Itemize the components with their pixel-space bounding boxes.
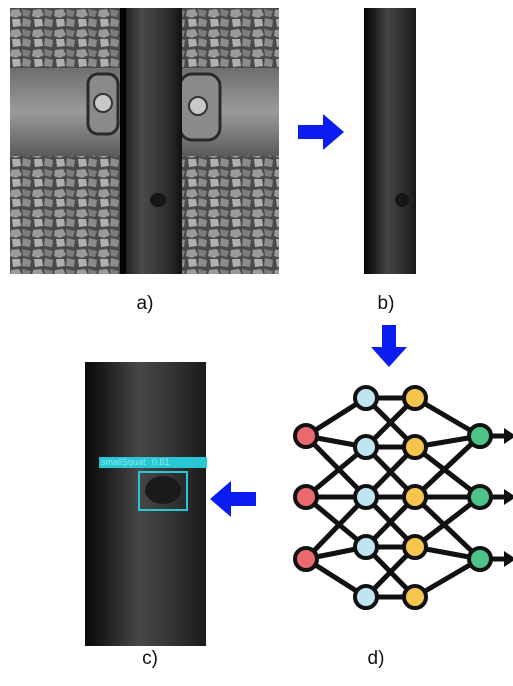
rail-track-image (10, 8, 279, 274)
arrow-down-icon (371, 325, 407, 367)
panel-a-rail-photo (10, 8, 279, 274)
caption-d: d) (367, 648, 385, 669)
detection-rail-image (85, 362, 206, 646)
caption-b: b) (377, 293, 395, 314)
caption-c: c) (142, 648, 158, 669)
panel-b-cropped-rail (364, 8, 416, 274)
detection-label: smallSquat 0.81 (99, 457, 207, 468)
cropped-rail-image (364, 8, 416, 274)
panel-c-detection-result: smallSquat 0.81 (85, 362, 207, 646)
caption-a: a) (136, 293, 154, 314)
detection-class: smallSquat (101, 457, 146, 467)
neural-network-icon (293, 385, 513, 610)
detection-box (138, 471, 188, 511)
arrow-right-icon (298, 114, 344, 150)
arrow-left-icon (210, 481, 256, 517)
detection-score: 0.81 (152, 457, 170, 467)
